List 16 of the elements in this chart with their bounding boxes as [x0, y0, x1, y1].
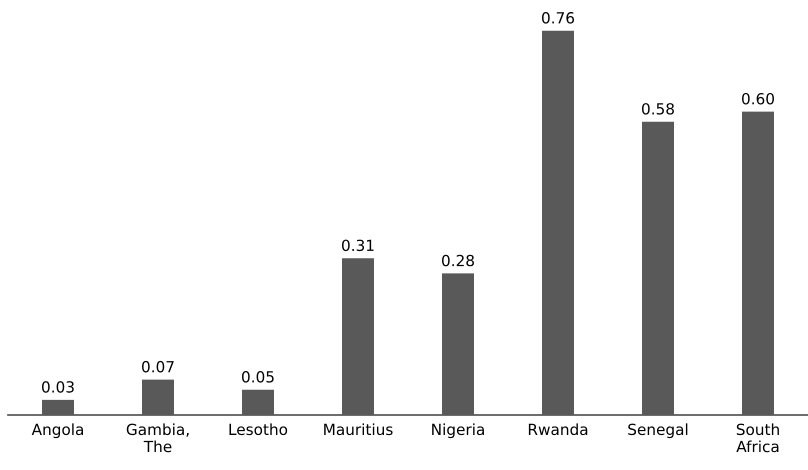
x-tick-label: South Africa	[736, 423, 779, 452]
data-label: 0.03	[42, 381, 74, 393]
data-label: 0.76	[542, 12, 574, 24]
x-tick-label: Gambia, The	[126, 423, 189, 452]
data-label: 0.05	[242, 371, 274, 383]
data-label: 0.28	[442, 254, 474, 266]
x-tick-label: Senegal	[628, 423, 688, 438]
data-label: 0.60	[742, 92, 774, 105]
x-tick-label: Nigeria	[432, 423, 484, 438]
data-label: 0.31	[342, 240, 374, 252]
data-label: 0.58	[642, 103, 674, 115]
x-tick-label: Mauritius	[324, 423, 393, 436]
data-label: 0.07	[142, 360, 174, 372]
x-tick-label: Rwanda	[528, 423, 588, 436]
x-tick-label: Angola	[32, 423, 84, 438]
x-tick-label: Lesotho	[230, 423, 288, 436]
